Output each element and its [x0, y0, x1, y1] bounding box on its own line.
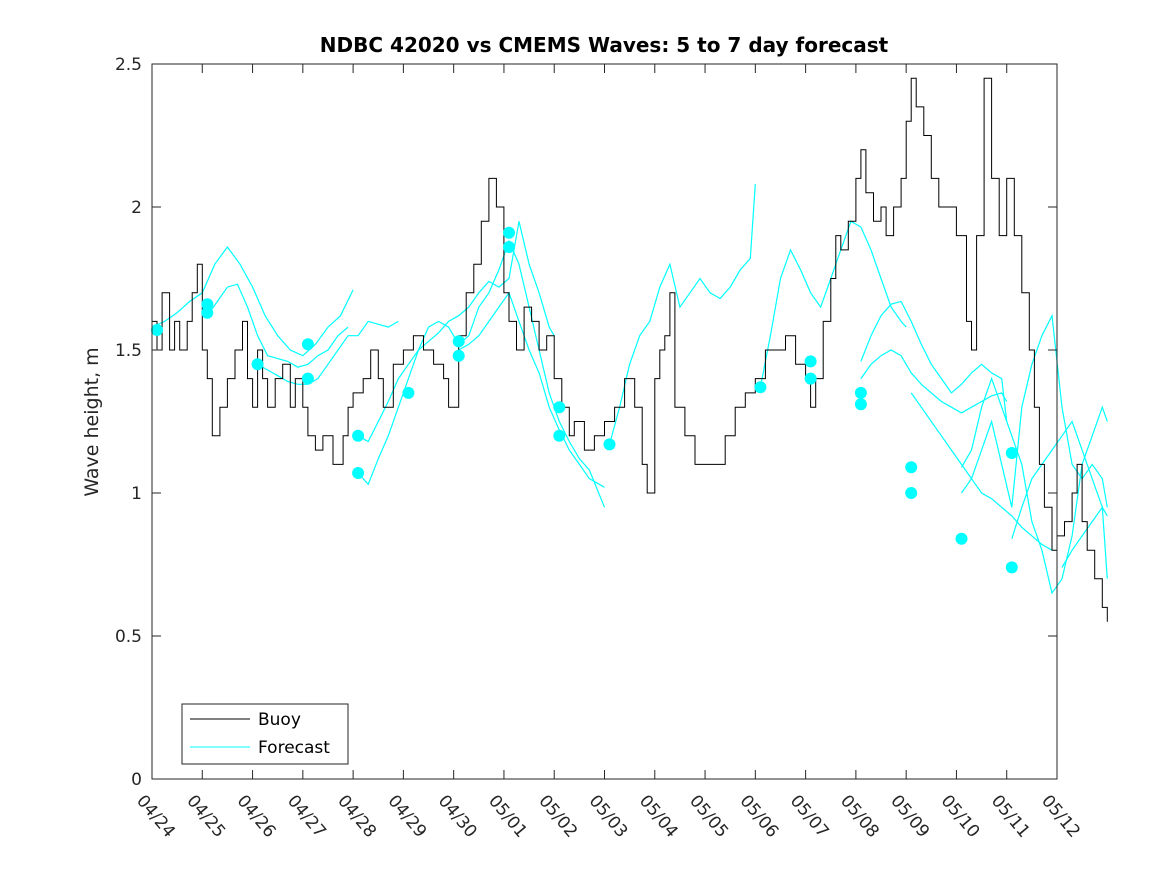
buoy-line — [152, 77, 1108, 622]
y-tick-label: 0 — [131, 770, 142, 790]
forecast-line-11 — [910, 392, 1053, 551]
forecast-line-13 — [961, 313, 1108, 508]
forecast-line-9 — [860, 300, 1008, 422]
forecast-line-4 — [357, 221, 555, 443]
forecast-marker — [452, 349, 465, 362]
forecast-marker — [1005, 561, 1018, 574]
forecast-line-5 — [357, 239, 606, 508]
forecast-line-12 — [960, 376, 1108, 595]
forecast-marker — [603, 438, 616, 451]
forecast-marker — [804, 355, 817, 368]
forecast-marker — [452, 335, 465, 348]
forecast-marker — [201, 306, 214, 319]
y-tick-label: 1.5 — [115, 341, 142, 361]
legend: Buoy Forecast — [181, 703, 349, 765]
legend-forecast-label: Forecast — [258, 738, 330, 758]
forecast-marker — [1005, 447, 1018, 459]
forecast-line-7 — [608, 184, 756, 445]
forecast-marker — [503, 226, 515, 239]
forecast-line-1 — [151, 245, 354, 357]
forecast-marker — [301, 372, 314, 385]
forecast-line-2 — [206, 283, 349, 368]
forecast-line-10 — [860, 349, 1008, 414]
forecast-marker — [201, 298, 214, 311]
y-tick-label: 0.5 — [115, 627, 142, 647]
legend-box — [181, 703, 349, 765]
legend-buoy-label: Buoy — [258, 710, 301, 730]
y-axis-label: Wave height, m — [81, 347, 103, 496]
forecast-marker — [251, 358, 264, 371]
forecast-marker — [854, 398, 867, 411]
forecast-marker — [955, 532, 968, 545]
forecast-marker — [804, 372, 817, 385]
forecast-marker — [301, 338, 314, 351]
chart-title: NDBC 42020 vs CMEMS Waves: 5 to 7 day fo… — [320, 33, 889, 57]
y-tick-label: 2.5 — [115, 55, 142, 75]
plot-area — [151, 77, 1108, 622]
y-tick-label: 1 — [131, 484, 142, 504]
forecast-line-14 — [1011, 420, 1108, 539]
forecast-marker — [352, 429, 365, 442]
forecast-marker — [402, 386, 415, 399]
forecast-marker — [553, 429, 566, 442]
forecast-marker — [905, 487, 918, 499]
forecast-marker — [854, 386, 867, 399]
forecast-marker — [905, 461, 918, 474]
forecast-marker — [503, 241, 515, 253]
forecast-marker — [151, 324, 163, 336]
forecast-marker — [352, 467, 365, 479]
y-tick-label: 2 — [131, 198, 142, 218]
forecast-line-3 — [257, 320, 399, 385]
forecast-line-6 — [458, 291, 605, 488]
forecast-marker — [553, 401, 566, 414]
forecast-marker — [754, 381, 767, 394]
